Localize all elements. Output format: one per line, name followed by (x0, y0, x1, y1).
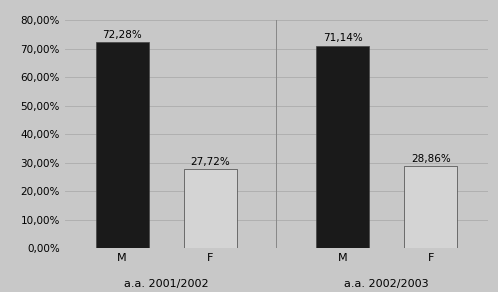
Text: a.a. 2001/2002: a.a. 2001/2002 (124, 279, 209, 289)
Bar (184, 169, 237, 248)
Bar (404, 166, 457, 248)
Bar (316, 46, 369, 248)
Bar (96, 42, 148, 248)
Text: 72,28%: 72,28% (102, 30, 142, 40)
Text: 28,86%: 28,86% (411, 154, 451, 164)
Text: 27,72%: 27,72% (190, 157, 230, 167)
Text: a.a. 2002/2003: a.a. 2002/2003 (344, 279, 429, 289)
Text: 71,14%: 71,14% (323, 33, 363, 44)
